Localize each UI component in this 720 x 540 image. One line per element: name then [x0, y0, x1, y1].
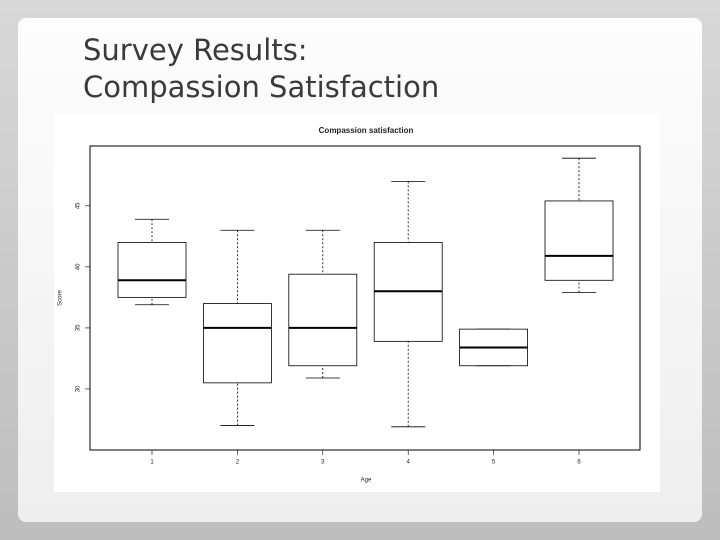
x-tick-label: 5 [492, 460, 496, 466]
box [117, 242, 187, 298]
x-tick-label: 4 [407, 460, 411, 466]
box [202, 303, 272, 384]
x-tick-label: 1 [150, 460, 154, 466]
chart-title: Compassion satisfaction [319, 126, 414, 135]
y-tick-label: 45 [76, 202, 82, 209]
x-tick-label: 2 [236, 460, 240, 466]
slide-title-line: Compassion Satisfaction [83, 70, 440, 104]
plot-frame [89, 145, 641, 451]
y-tick-label: 30 [76, 385, 82, 392]
y-tick-label: 40 [76, 263, 82, 270]
x-axis-label: Age [361, 478, 372, 484]
x-tick-label: 6 [577, 460, 581, 466]
y-axis-label: Score [58, 290, 64, 306]
box [288, 273, 358, 367]
slide-title-line: Survey Results: [83, 33, 308, 67]
y-tick-label: 35 [76, 324, 82, 331]
box [544, 200, 614, 281]
x-tick-label: 3 [321, 460, 325, 466]
